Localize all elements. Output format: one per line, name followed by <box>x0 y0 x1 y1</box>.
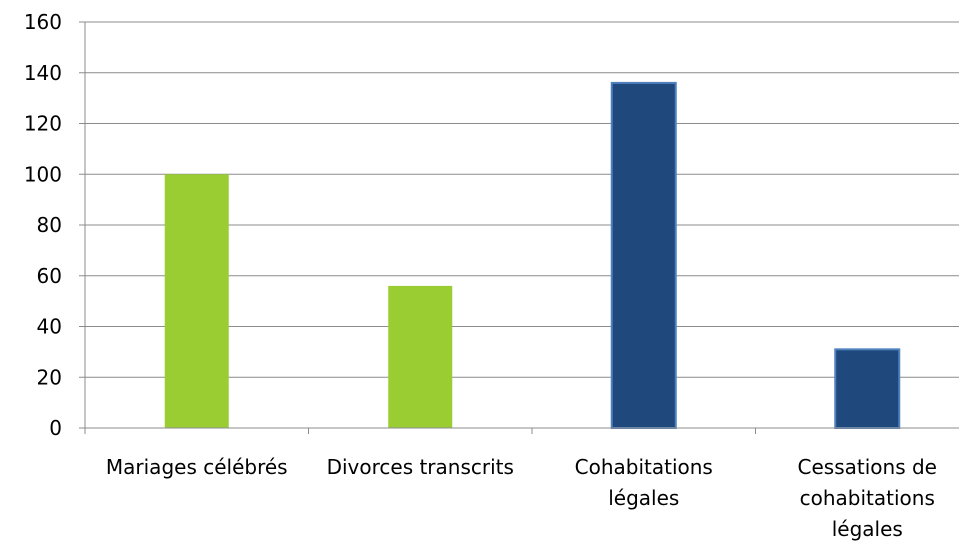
x-category-label: Mariages célébrés <box>106 455 288 479</box>
y-tick-label: 20 <box>37 365 62 389</box>
bar <box>610 81 677 430</box>
x-axis-labels: Mariages célébrés Divorces transcrits Coha… <box>106 455 937 541</box>
x-axis <box>84 427 959 434</box>
y-tick-label: 120 <box>24 112 62 136</box>
x-category-label: Cohabitations légales <box>575 455 713 510</box>
bar <box>164 174 229 428</box>
bar <box>388 285 453 428</box>
y-tick-label: 160 <box>24 10 62 34</box>
y-tick-label: 40 <box>37 315 62 339</box>
y-tick-label: 100 <box>24 162 62 186</box>
x-category-label: Divorces transcrits <box>327 455 514 479</box>
y-tick-label: 80 <box>37 213 62 237</box>
bars <box>164 81 901 430</box>
x-category-label: Cessations de cohabitations légales <box>798 455 937 541</box>
y-tick-label: 140 <box>24 61 62 85</box>
y-tick-label: 0 <box>49 416 62 440</box>
gridlines <box>85 21 959 378</box>
bar <box>834 348 901 429</box>
y-axis-ticks: 0 20 40 60 80 100 120 140 160 <box>24 10 86 440</box>
y-tick-label: 60 <box>37 264 62 288</box>
